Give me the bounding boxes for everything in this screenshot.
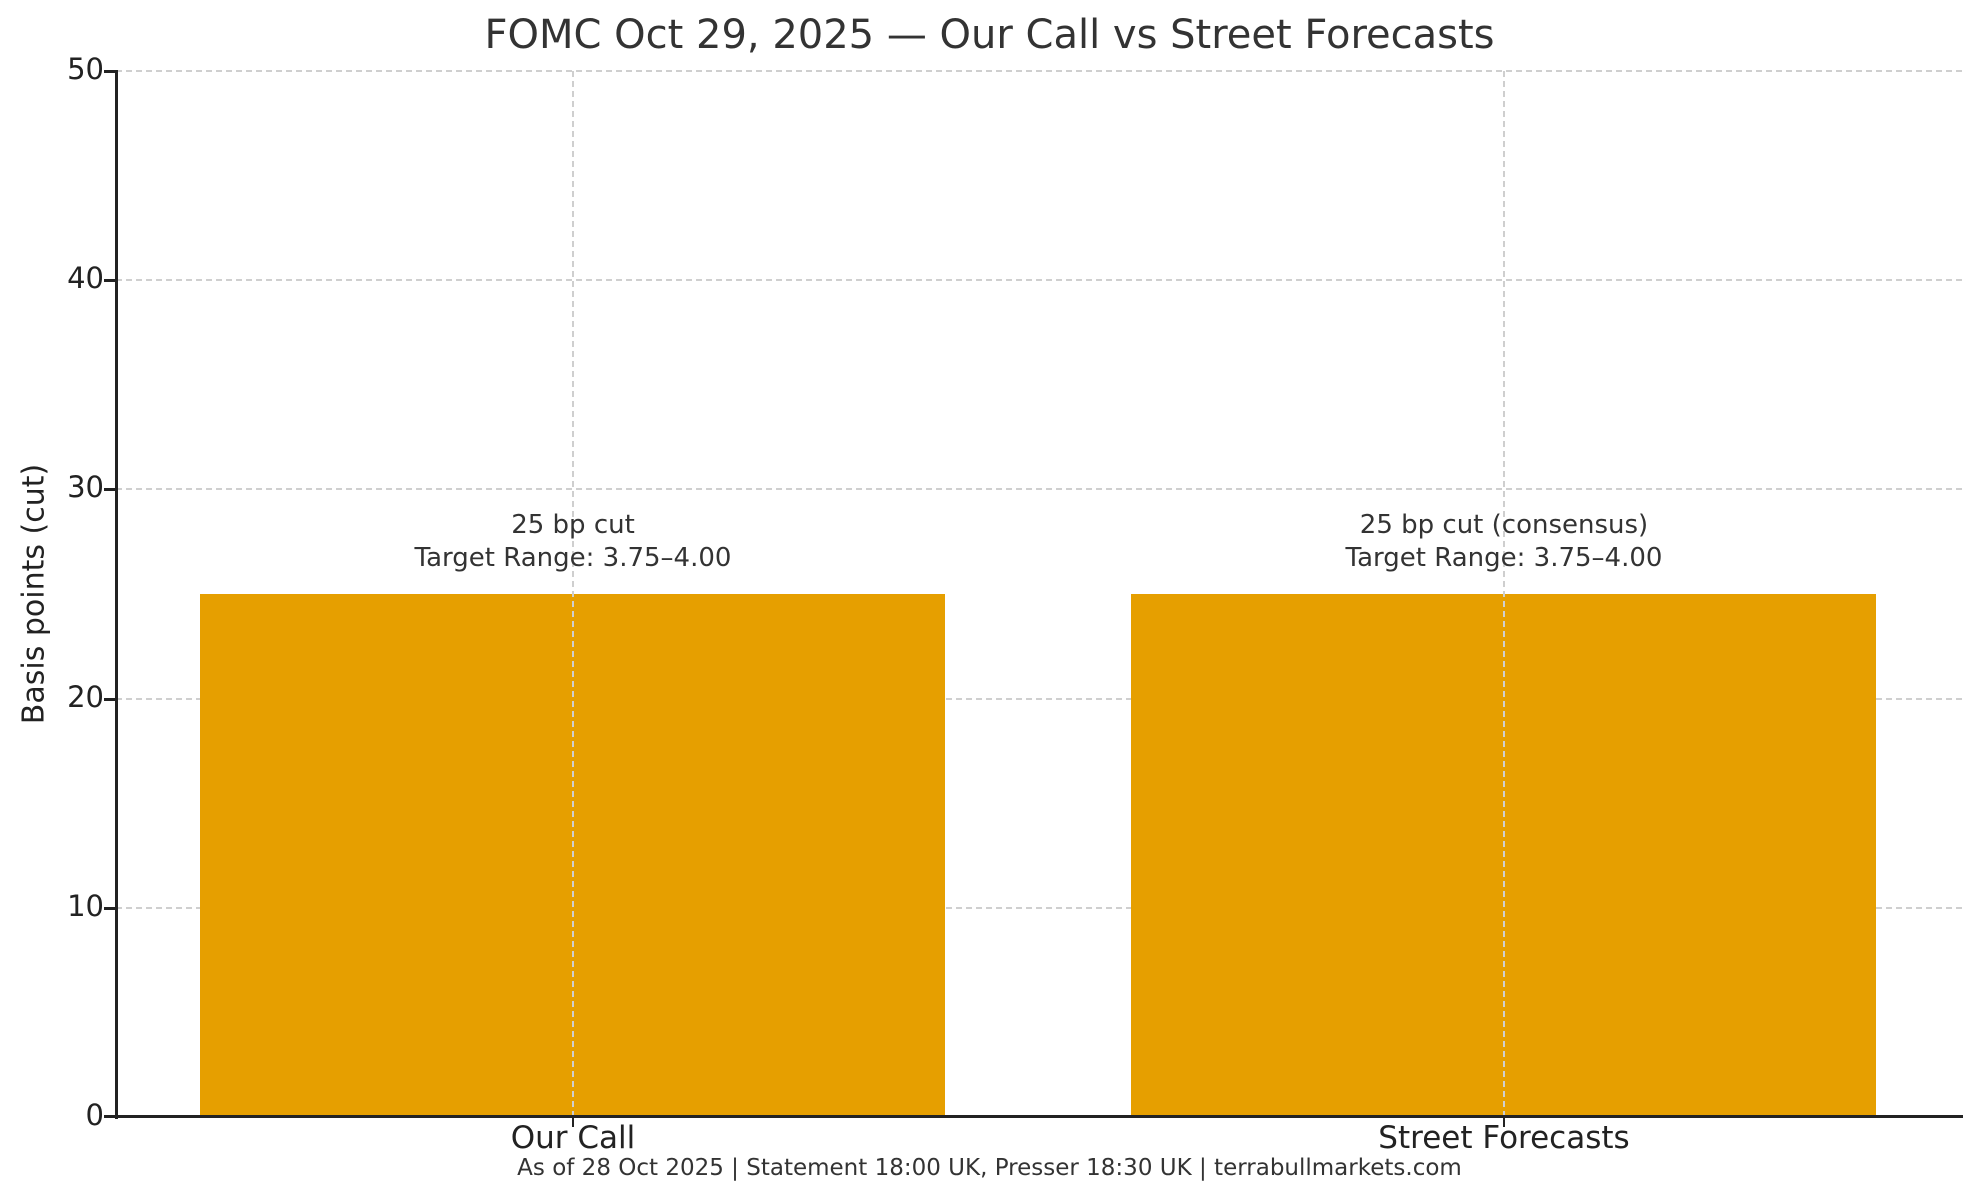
y-tick-0 — [104, 1115, 116, 1118]
x-tick-label-our-call: Our Call — [510, 1120, 636, 1156]
plot-area — [116, 70, 1962, 1117]
annotation-street-line1: 25 bp cut (consensus) — [1359, 510, 1649, 540]
footer-note: As of 28 Oct 2025 | Statement 18:00 UK, … — [517, 1155, 1462, 1181]
gridline-10 — [116, 907, 1962, 909]
gridline-our-call — [572, 71, 574, 1117]
y-tick-label-10: 10 — [67, 889, 104, 923]
y-tick-label-30: 30 — [67, 470, 104, 504]
gridline-street-forecasts — [1503, 71, 1505, 1117]
y-tick-30 — [104, 488, 116, 491]
gridline-40 — [116, 279, 1962, 281]
annotation-street-line2: Target Range: 3.75–4.00 — [1345, 543, 1663, 573]
x-tick-our-call — [572, 1117, 574, 1127]
annotation-our-call-line1: 25 bp cut — [511, 510, 635, 540]
x-axis-line — [115, 1115, 1963, 1118]
x-tick-street-forecasts — [1503, 1117, 1505, 1127]
y-tick-10 — [104, 907, 116, 910]
chart-title: FOMC Oct 29, 2025 — Our Call vs Street F… — [484, 12, 1495, 58]
y-tick-40 — [104, 279, 116, 282]
annotation-our-call-line2: Target Range: 3.75–4.00 — [414, 543, 732, 573]
gridline-50 — [116, 70, 1962, 72]
gridline-20 — [116, 698, 1962, 700]
y-axis-line — [115, 70, 118, 1119]
x-tick-label-street-forecasts: Street Forecasts — [1378, 1120, 1630, 1156]
y-tick-50 — [104, 70, 116, 73]
annotation-our-call: 25 bp cut Target Range: 3.75–4.00 — [415, 509, 732, 575]
y-tick-label-20: 20 — [67, 680, 104, 714]
annotation-street-forecasts: 25 bp cut (consensus) Target Range: 3.75… — [1346, 509, 1663, 575]
y-tick-label-0: 0 — [85, 1098, 104, 1132]
y-tick-label-40: 40 — [67, 261, 104, 295]
y-axis-label: Basis points (cut) — [16, 463, 52, 725]
y-tick-label-50: 50 — [67, 52, 104, 86]
y-tick-20 — [104, 698, 116, 701]
gridline-30 — [116, 488, 1962, 490]
